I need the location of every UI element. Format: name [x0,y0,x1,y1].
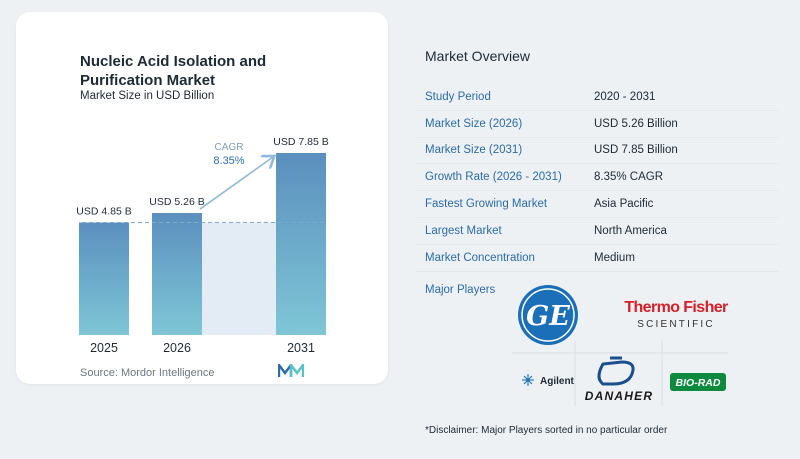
market-overview-table: Study Period 2020 - 2031 Market Size (20… [416,84,778,272]
agilent-logo-icon: Agilent [522,374,575,387]
overview-label: Study Period [425,90,491,103]
market-overview-title: Market Overview [425,48,531,64]
disclaimer: *Disclaimer: Major Players sorted in no … [425,425,668,436]
overview-value: Asia Pacific [594,198,654,211]
overview-value: USD 7.85 Billion [594,144,678,157]
svg-text:SCIENTIFIC: SCIENTIFIC [637,319,715,330]
danaher-logo-icon: DANAHER [585,356,653,403]
ge-logo-icon: GE [518,285,578,345]
overview-row-growth-rate: Growth Rate (2026 - 2031) 8.35% CAGR [416,164,778,192]
bio-rad-logo-icon: BIO-RAD [670,373,726,391]
bar-chart: USD 4.85 B USD 5.26 B USD 7.85 B 2025 2026 20… [76,136,328,355]
chart-title: Nucleic Acid Isolation and Purification … [80,53,267,89]
x-tick-label: 2031 [287,341,315,355]
overview-label: Growth Rate (2026 - 2031) [425,171,562,184]
x-tick-label: 2025 [90,341,118,355]
svg-text:DANAHER: DANAHER [585,389,653,403]
svg-text:Thermo Fisher: Thermo Fisher [624,299,728,316]
chart-subtitle: Market Size in USD Billion [80,90,215,102]
value-label: USD 7.85 B [273,136,328,148]
overview-row-concentration: Market Concentration Medium [416,245,778,272]
svg-text:Agilent: Agilent [540,376,575,387]
svg-text:BIO-RAD: BIO-RAD [676,377,721,389]
bar-2026 [152,213,202,335]
overview-label: Market Concentration [425,251,535,264]
overview-label: Largest Market [425,224,502,237]
overview-value: 2020 - 2031 [594,90,656,103]
value-label: USD 4.85 B [76,206,131,218]
source-note: Source: Mordor Intelligence [80,367,215,379]
overview-row-study-period: Study Period 2020 - 2031 [416,84,778,111]
overview-row-market-size-2026: Market Size (2026) USD 5.26 Billion [416,111,778,138]
overview-label: Market Size (2031) [425,144,523,157]
bar-2031 [276,153,326,335]
overview-value: North America [594,224,667,237]
growth-area [202,222,276,335]
overview-row-fastest-growing: Fastest Growing Market Asia Pacific [416,191,778,218]
bar-2025 [79,222,129,335]
overview-label: Market Size (2026) [425,117,523,130]
overview-label: Fastest Growing Market [425,198,548,211]
major-players-label: Major Players [425,284,496,296]
thermo-fisher-logo-icon: Thermo Fisher SCIENTIFIC [624,299,728,330]
cagr-arrow [199,157,273,210]
x-tick-label: 2026 [163,341,191,355]
overview-value: 8.35% CAGR [594,171,664,184]
mordor-intelligence-logo-icon [278,364,304,377]
overview-row-largest-market: Largest Market North America [416,218,778,245]
value-label: USD 5.26 B [149,196,204,208]
svg-text:GE: GE [526,301,570,332]
cagr-value: 8.35% [213,155,244,167]
overview-value: Medium [594,251,635,264]
overview-row-market-size-2031: Market Size (2031) USD 7.85 Billion [416,138,778,165]
major-players-logos: GE Thermo Fisher SCIENTIFIC Agilent DANA… [512,285,729,406]
cagr-label: CAGR [215,142,244,153]
overview-value: USD 5.26 Billion [594,117,678,130]
